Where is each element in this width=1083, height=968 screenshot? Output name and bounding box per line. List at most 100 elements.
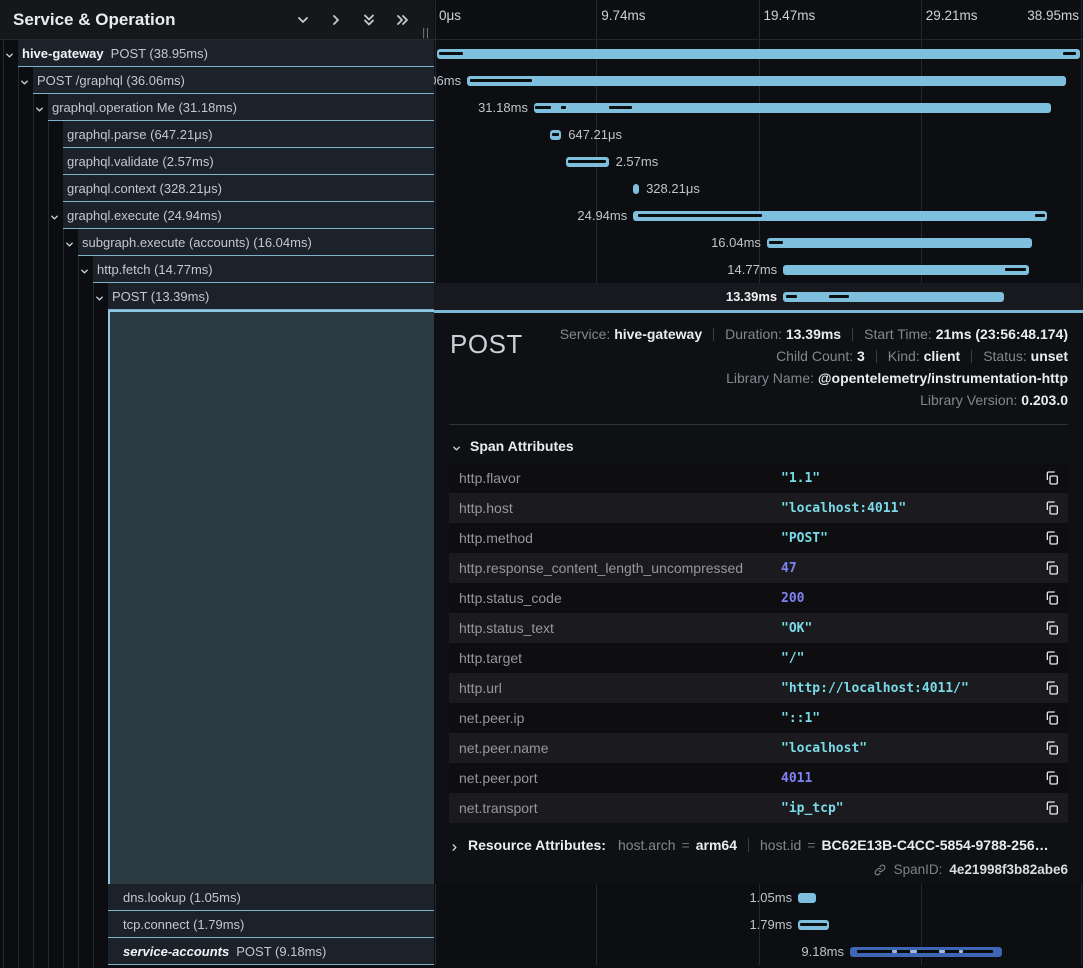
span-bar[interactable] bbox=[767, 238, 1032, 248]
timeline-row[interactable]: 13.39ms bbox=[434, 283, 1083, 310]
copy-icon[interactable] bbox=[1044, 470, 1060, 486]
copy-icon[interactable] bbox=[1044, 530, 1060, 546]
copy-icon[interactable] bbox=[1044, 500, 1060, 516]
chevron-down-icon[interactable] bbox=[4, 48, 15, 59]
attribute-key: net.peer.port bbox=[459, 770, 781, 786]
attribute-row: http.status_text"OK" bbox=[449, 613, 1068, 643]
child-span-mark bbox=[535, 106, 551, 109]
span-tree-row-box[interactable]: service-accountsPOST (9.18ms) bbox=[108, 938, 434, 965]
timeline-row[interactable] bbox=[434, 40, 1083, 67]
child-span-mark bbox=[1005, 268, 1026, 271]
attribute-key: http.host bbox=[459, 500, 781, 516]
operation-name: graphql.validate (2.57ms) bbox=[67, 154, 214, 169]
child-span-mark bbox=[829, 295, 850, 298]
timeline-row[interactable]: 24.94ms bbox=[434, 202, 1083, 229]
meta-label: Kind: bbox=[888, 348, 924, 364]
copy-icon[interactable] bbox=[1044, 740, 1060, 756]
chevron-down-icon[interactable] bbox=[94, 291, 105, 302]
timeline-row[interactable]: 1.05ms bbox=[434, 884, 1083, 911]
span-tree-row-box[interactable]: subgraph.execute (accounts) (16.04ms) bbox=[78, 229, 434, 256]
copy-icon[interactable] bbox=[1044, 650, 1060, 666]
span-tree-row[interactable]: graphql.context (328.21μs) bbox=[0, 175, 434, 202]
child-span-mark bbox=[857, 950, 993, 953]
span-tree-row-box[interactable]: dns.lookup (1.05ms) bbox=[108, 884, 434, 911]
meta-line: Library Version: 0.203.0 bbox=[449, 389, 1068, 411]
operation-name: POST /graphql (36.06ms) bbox=[37, 73, 185, 88]
ruler-tick: 9.74ms bbox=[601, 8, 645, 23]
span-tree-row[interactable]: graphql.validate (2.57ms) bbox=[0, 148, 434, 175]
attribute-row: net.transport"ip_tcp" bbox=[449, 793, 1068, 823]
meta-label: Service: bbox=[560, 326, 614, 342]
span-tree-row[interactable]: POST (13.39ms) bbox=[0, 283, 434, 310]
timeline-row[interactable]: 647.21μs bbox=[434, 121, 1083, 148]
span-bar[interactable] bbox=[783, 292, 1004, 302]
attribute-row: http.status_code200 bbox=[449, 583, 1068, 613]
chevron-right-icon[interactable] bbox=[449, 840, 460, 851]
link-icon[interactable] bbox=[873, 863, 887, 877]
span-tree-row-box[interactable]: graphql.execute (24.94ms) bbox=[63, 202, 434, 229]
span-bar[interactable] bbox=[798, 893, 816, 903]
attribute-value: "ip_tcp" bbox=[781, 801, 1044, 816]
span-attributes-table: http.flavor"1.1"http.host"localhost:4011… bbox=[449, 463, 1068, 823]
timeline-row[interactable]: 2.57ms bbox=[434, 148, 1083, 175]
copy-icon[interactable] bbox=[1044, 590, 1060, 606]
child-span-mark bbox=[769, 241, 783, 244]
span-tree-row[interactable]: graphql.operation Me (31.18ms) bbox=[0, 94, 434, 121]
timeline-row[interactable]: 14.77ms bbox=[434, 256, 1083, 283]
copy-icon[interactable] bbox=[1044, 770, 1060, 786]
span-tree-row[interactable]: tcp.connect (1.79ms) bbox=[0, 911, 434, 938]
span-tree-row[interactable]: subgraph.execute (accounts) (16.04ms) bbox=[0, 229, 434, 256]
copy-icon[interactable] bbox=[1044, 710, 1060, 726]
span-tree-row-box[interactable]: POST (13.39ms) bbox=[108, 283, 434, 310]
double-chevron-right-icon[interactable] bbox=[394, 12, 410, 28]
span-tree-row-box[interactable]: graphql.context (328.21μs) bbox=[63, 175, 434, 202]
timeline-row[interactable]: 31.18ms bbox=[434, 94, 1083, 121]
double-chevron-down-icon[interactable] bbox=[361, 12, 377, 28]
chevron-down-icon[interactable] bbox=[34, 102, 45, 113]
copy-icon[interactable] bbox=[1044, 560, 1060, 576]
meta-value: hive-gateway bbox=[614, 326, 702, 342]
span-tree-row[interactable]: graphql.execute (24.94ms) bbox=[0, 202, 434, 229]
span-bar[interactable] bbox=[633, 184, 639, 194]
span-bar[interactable] bbox=[783, 265, 1029, 275]
span-tree-row[interactable]: dns.lookup (1.05ms) bbox=[0, 884, 434, 911]
span-attributes-section-header[interactable]: Span Attributes bbox=[451, 438, 1068, 454]
operation-name: POST (13.39ms) bbox=[112, 289, 209, 304]
timeline-row[interactable]: 328.21μs bbox=[434, 175, 1083, 202]
duration-label: 1.79ms bbox=[749, 917, 792, 932]
timeline-row[interactable]: 16.04ms bbox=[434, 229, 1083, 256]
span-tree-row[interactable]: graphql.parse (647.21μs) bbox=[0, 121, 434, 148]
chevron-down-icon[interactable] bbox=[79, 264, 90, 275]
duration-label: 328.21μs bbox=[646, 181, 700, 196]
span-tree-row[interactable]: service-accountsPOST (9.18ms) bbox=[0, 938, 434, 965]
chevron-down-icon[interactable] bbox=[295, 12, 311, 28]
panel-resize-handle[interactable]: || bbox=[422, 27, 430, 39]
chevron-right-icon[interactable] bbox=[328, 12, 344, 28]
span-tree-row[interactable]: http.fetch (14.77ms) bbox=[0, 256, 434, 283]
span-tree-row[interactable]: POST /graphql (36.06ms) bbox=[0, 67, 434, 94]
attribute-value: "POST" bbox=[781, 531, 1044, 546]
span-tree-row-box[interactable]: POST /graphql (36.06ms) bbox=[33, 67, 434, 94]
span-tree-row-box[interactable]: tcp.connect (1.79ms) bbox=[108, 911, 434, 938]
timeline-row[interactable]: 1.79ms bbox=[434, 911, 1083, 938]
copy-icon[interactable] bbox=[1044, 800, 1060, 816]
timeline-row[interactable]: 9.18ms bbox=[434, 938, 1083, 965]
resource-attributes-row[interactable]: Resource Attributes:host.arch=arm64host.… bbox=[449, 837, 1068, 853]
chevron-down-icon[interactable] bbox=[64, 237, 75, 248]
copy-icon[interactable] bbox=[1044, 680, 1060, 696]
chevron-down-icon[interactable] bbox=[49, 210, 60, 221]
span-tree-row-box[interactable]: hive-gatewayPOST (38.95ms) bbox=[18, 40, 434, 67]
span-bar[interactable] bbox=[437, 49, 1080, 59]
span-tree-row-box[interactable]: graphql.validate (2.57ms) bbox=[63, 148, 434, 175]
span-tree-row-box[interactable]: graphql.operation Me (31.18ms) bbox=[48, 94, 434, 121]
operation-name: POST (9.18ms) bbox=[236, 944, 326, 959]
chevron-down-icon[interactable] bbox=[451, 441, 462, 452]
resource-key: host.arch bbox=[618, 837, 676, 853]
span-tree-row[interactable]: hive-gatewayPOST (38.95ms) bbox=[0, 40, 434, 67]
span-tree-row-box[interactable]: graphql.parse (647.21μs) bbox=[63, 121, 434, 148]
span-bar[interactable] bbox=[467, 76, 1066, 86]
copy-icon[interactable] bbox=[1044, 620, 1060, 636]
span-tree-row-box[interactable]: http.fetch (14.77ms) bbox=[93, 256, 434, 283]
timeline-row[interactable]: 36.06ms bbox=[434, 67, 1083, 94]
chevron-down-icon[interactable] bbox=[19, 75, 30, 86]
